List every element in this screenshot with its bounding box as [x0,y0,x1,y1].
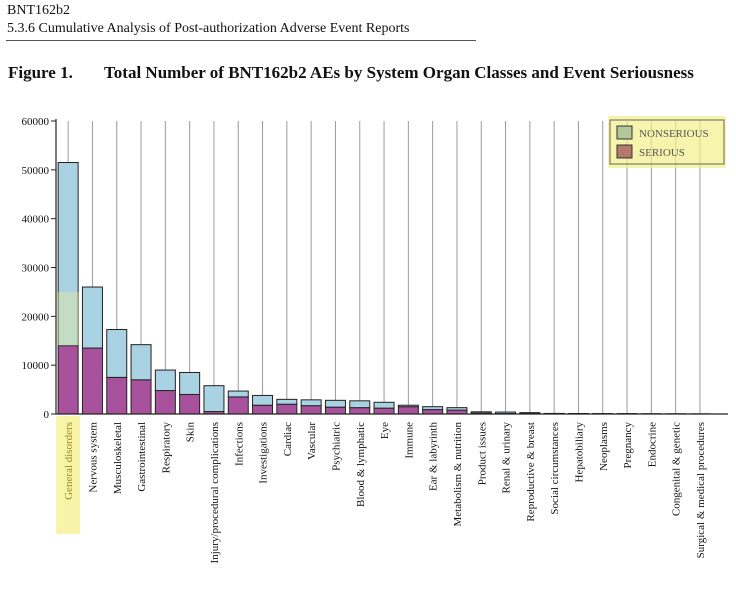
legend-label-serious: SERIOUS [639,147,685,159]
x-tick-label: Ear & labyrinth [428,422,440,492]
bar-nonserious-blood-lymphatic [349,400,371,409]
y-tick-label: 50000 [22,165,50,177]
x-tick-label: Congenital & genetic [671,422,683,516]
bar-nonserious-injury-procedural-complications [203,385,225,413]
bar-nonserious-renal-urinary [495,411,517,415]
bar-serious-psychiatric [324,406,346,415]
chart-legend: NONSERIOUS SERIOUS [608,116,726,168]
bar-nonserious-cardiac [276,398,298,405]
x-tick-label: Renal & urinary [501,422,513,494]
bar-serious-respiratory [154,390,176,415]
y-tick-label: 30000 [22,263,50,275]
x-axis-ticks: General disorders Nervous system Musculosk… [63,422,707,564]
legend-box [609,119,725,165]
x-tick-label: Neoplasms [598,422,610,471]
bar-serious-blood-lymphatic [349,407,371,415]
bar-serious-ear-labyrinth [422,409,444,415]
legend-swatch-nonserious [616,125,633,140]
x-tick-label: Surgical & medical procedures [695,422,707,558]
x-tick-label: Gastrointestinal [136,422,148,492]
bar-serious-immune [397,406,419,415]
bar-nonserious-respiratory [154,369,176,392]
bar-nonserious-investigations [252,394,274,406]
x-tick-label: Respiratory [160,422,172,474]
y-tick-label: 10000 [22,360,50,372]
x-tick-label: Nervous system [87,422,99,493]
chart-bars [56,162,711,534]
y-tick-label: 60000 [22,116,50,128]
document-section-title: 5.3.6 Cumulative Analysis of Post-author… [7,21,410,36]
y-tick-label: 0 [44,409,50,421]
bar-serious-investigations [252,404,274,415]
bar-serious-gastrointestinal [130,379,152,415]
x-tick-label: Psychiatric [330,422,342,471]
x-tick-label: General disorders [63,422,75,500]
x-tick-label: Eye [379,422,391,439]
legend-highlight [608,116,726,168]
y-axis-ticks: 0 10000 20000 30000 40000 50000 60000 [22,116,56,421]
x-tick-label: Musculoskeletal [112,422,124,494]
document-header: BNT162b2 5.3.6 Cumulative Analysis of Po… [7,2,409,38]
bar-serious-nervous-system [81,347,103,415]
x-tick-label: Endocrine [646,422,658,467]
bar-highlight-overlay [57,291,80,346]
x-tick-label: Reproductive & breast [525,422,537,522]
bar-serious-cardiac [276,403,298,415]
bar-nonserious-nervous-system [81,286,103,349]
bar-nonserious-product-issues [470,411,492,414]
bar-nonserious-ear-labyrinth [422,406,444,411]
document-product-name: BNT162b2 [7,3,70,18]
bar-serious-infections [227,396,249,415]
x-tick-label: Blood & lymphatic [355,422,367,507]
header-divider [6,40,476,41]
x-tick-label: Immune [403,422,415,459]
x-tick-label: Investigations [258,422,270,484]
x-tick-label: Infections [233,422,245,466]
bar-nonserious-immune [397,404,419,408]
bar-nonserious-infections [227,390,249,398]
x-tick-label: Cardiac [282,422,294,456]
bar-nonserious-metabolism-nutrition [446,407,468,411]
bar-nonserious-skin [179,371,201,395]
x-tick-label: Skin [185,422,197,443]
y-tick-label: 40000 [22,214,50,226]
bar-serious-vascular [300,405,322,415]
bar-nonserious-general-disorders [57,162,79,347]
x-tick-label: Hepatobiliary [573,422,585,483]
stacked-bar-chart: 0 10000 20000 30000 40000 50000 60000 General … [22,116,728,564]
bar-serious-eye [373,407,395,415]
bar-nonserious-eye [373,401,395,409]
x-tick-label: Pregnancy [622,422,634,469]
bar-nonserious-psychiatric [324,399,346,408]
figure-number: Figure 1. [8,63,73,82]
x-tick-label: Vascular [306,422,318,460]
bar-nonserious-vascular [300,399,322,407]
bar-serious-musculoskeletal [106,376,128,415]
x-tick-label: Injury/procedural complications [209,422,221,563]
bar-nonserious-gastrointestinal [130,344,152,381]
category-highlight [56,416,81,534]
bar-nonserious-musculoskeletal [106,329,128,378]
y-tick-label: 20000 [22,311,50,323]
legend-label-nonserious: NONSERIOUS [639,128,709,140]
x-tick-label: Social circumstances [549,422,561,515]
figure-title: Total Number of BNT162b2 AEs by System O… [104,63,694,82]
legend-swatch-serious [616,144,633,159]
bar-serious-general-disorders [57,345,79,415]
x-tick-label: Metabolism & nutrition [452,422,464,527]
bar-serious-skin [179,393,201,415]
x-tick-label: Product issues [476,422,488,485]
